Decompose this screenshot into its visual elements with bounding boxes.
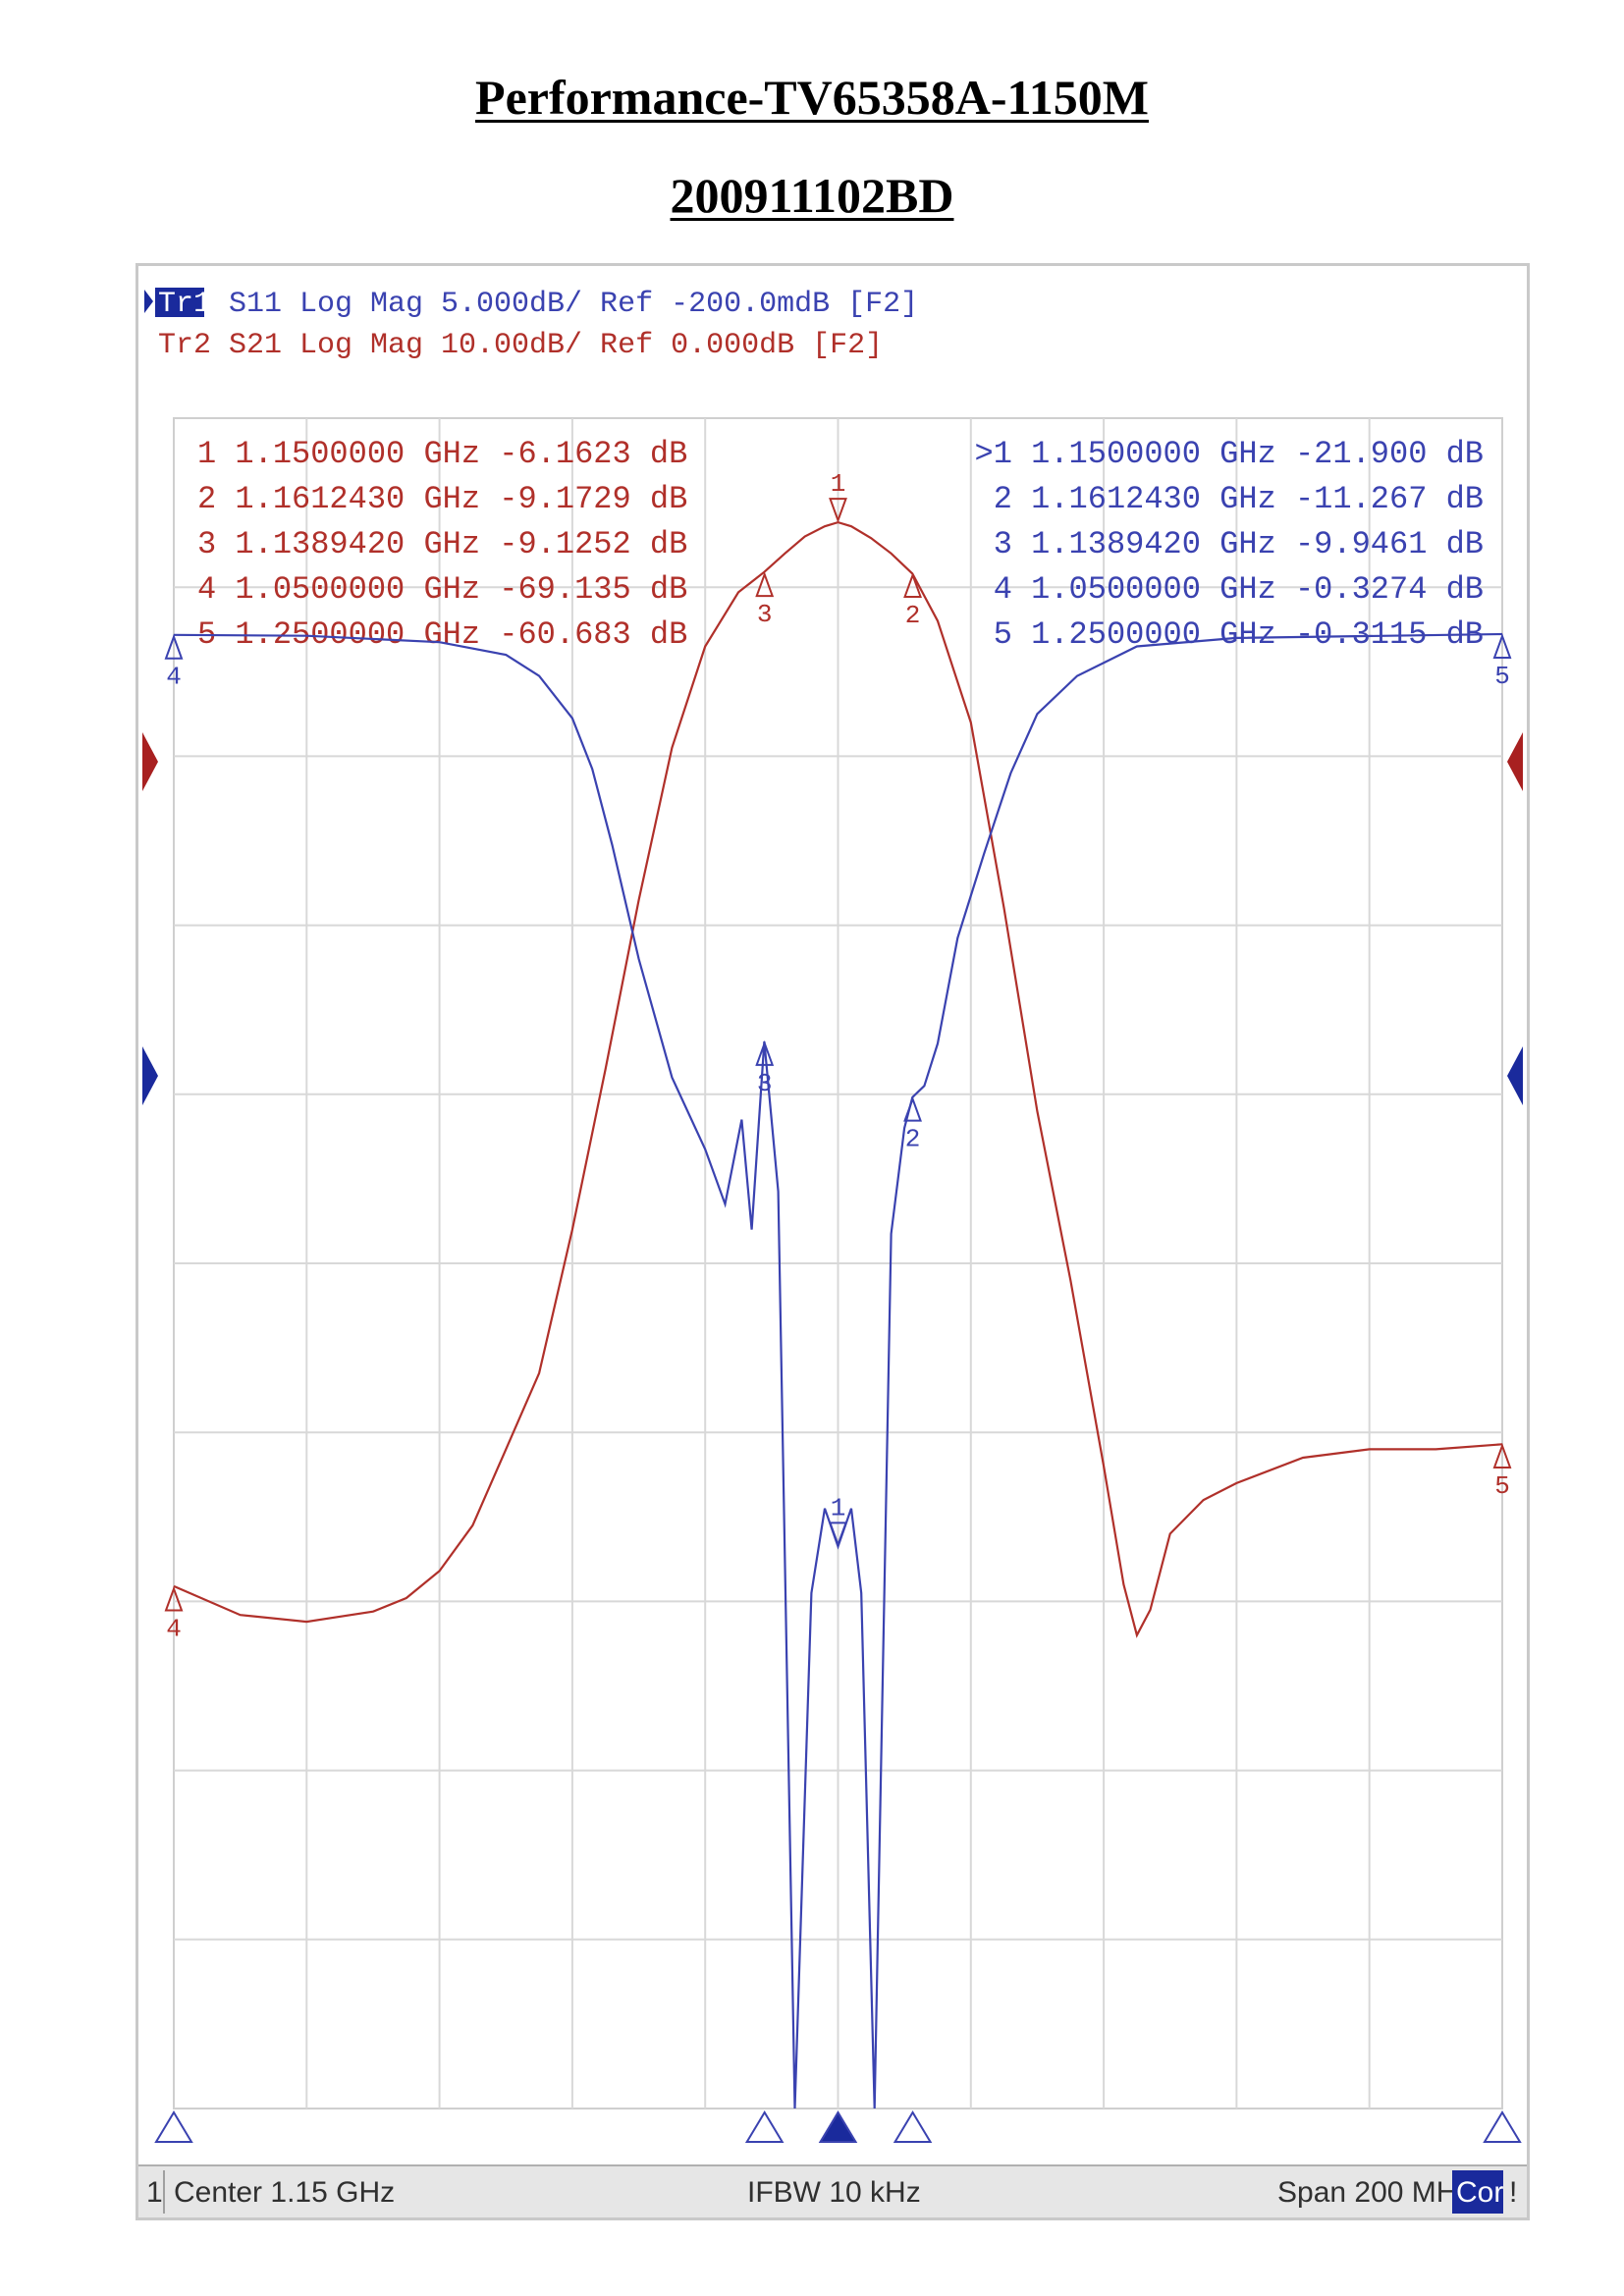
marker-flag-s11-3[interactable]: [755, 1040, 775, 1066]
s11-ref-right-arrow-icon[interactable]: [1507, 1046, 1523, 1105]
marker-position-icon[interactable]: [818, 2110, 858, 2143]
s21-ref-right-arrow-icon[interactable]: [1507, 732, 1523, 791]
marker-position-icon[interactable]: [1483, 2110, 1522, 2143]
marker-position-icon[interactable]: [744, 2110, 785, 2143]
marker-flag-s11-1[interactable]: [829, 1522, 847, 1548]
marker-position-row: [154, 2110, 1522, 2143]
marker-flag-label: 3: [757, 600, 773, 629]
marker-position-icon[interactable]: [893, 2110, 933, 2143]
marker-flag-s21-3[interactable]: [755, 571, 775, 598]
status-center[interactable]: Center 1.15 GHz: [174, 2176, 395, 2209]
marker-flag-label: 4: [166, 663, 182, 692]
trace-header: Tr1 S11 Log Mag 5.000dB/ Ref -200.0mdB […: [144, 288, 918, 362]
marker-flag-label: 1: [831, 1493, 846, 1522]
active-trace-pointer-icon: [144, 290, 153, 313]
status-channel[interactable]: 1: [146, 2176, 163, 2209]
marker-row-s11[interactable]: >1 1.1500000 GHz -21.900 dB: [975, 436, 1484, 472]
marker-row-s21[interactable]: 1 1.1500000 GHz -6.1623 dB: [197, 436, 687, 472]
grid: [174, 418, 1502, 2109]
trace1-label[interactable]: Tr1: [158, 288, 211, 321]
status-excl[interactable]: !: [1509, 2176, 1517, 2209]
status-span[interactable]: Span 200 MHz: [1277, 2176, 1472, 2209]
trace2-header: S21 Log Mag 10.00dB/ Ref 0.000dB [F2]: [229, 329, 883, 362]
s11-trace: [173, 632, 1503, 2109]
status-ifbw[interactable]: IFBW 10 kHz: [747, 2176, 921, 2209]
marker-flag-label: 2: [905, 601, 921, 630]
marker-flag-label: 2: [905, 1125, 921, 1154]
marker-row-s11[interactable]: 3 1.1389420 GHz -9.9461 dB: [994, 526, 1484, 562]
marker-flag-label: 4: [166, 1615, 182, 1644]
marker-flag-label: 5: [1494, 662, 1510, 691]
marker-flag-label: 3: [757, 1069, 773, 1098]
marker-row-s21[interactable]: 3 1.1389420 GHz -9.1252 dB: [197, 526, 687, 562]
marker-flag-label: 5: [1494, 1471, 1510, 1501]
marker-flag-s11-2[interactable]: [903, 1095, 922, 1122]
marker-flag-s21-4[interactable]: [164, 1585, 184, 1612]
s21-ref-left-arrow-icon[interactable]: [142, 732, 158, 791]
trace1-label-highlight: [155, 288, 204, 317]
marker-flags: 1 2 3 4 5 1 2 3 4 5: [164, 469, 1512, 1644]
s21-trace: [173, 520, 1503, 1638]
serial-number: 200911102BD: [670, 168, 954, 223]
marker-row-s21[interactable]: 4 1.0500000 GHz -69.135 dB: [197, 571, 687, 608]
marker-flag-s11-4[interactable]: [164, 633, 184, 660]
status-bar: 1 Center 1.15 GHz IFBW 10 kHz Span 200 M…: [138, 2164, 1527, 2217]
analyzer-screen: Tr1 S11 Log Mag 5.000dB/ Ref -200.0mdB […: [135, 263, 1530, 2220]
marker-flag-s21-2[interactable]: [903, 572, 922, 598]
trace1-header: S11 Log Mag 5.000dB/ Ref -200.0mdB [F2]: [229, 288, 918, 321]
page-title: Performance-TV65358A-1150M: [475, 70, 1149, 125]
s11-marker-table: >1 1.1500000 GHz -21.900 dB 2 1.1612430 G…: [975, 436, 1484, 653]
marker-flag-s11-5[interactable]: [1492, 633, 1512, 660]
marker-row-s11[interactable]: 2 1.1612430 GHz -11.267 dB: [994, 481, 1484, 517]
s11-ref-left-arrow-icon[interactable]: [142, 1046, 158, 1105]
marker-row-s21[interactable]: 2 1.1612430 GHz -9.1729 dB: [197, 481, 687, 517]
marker-flag-s21-1[interactable]: [829, 498, 847, 524]
status-bar-bg: [138, 2165, 1527, 2217]
analyzer-chart: Tr1 S11 Log Mag 5.000dB/ Ref -200.0mdB […: [138, 288, 1527, 2217]
status-cor: Cor: [1456, 2176, 1503, 2209]
trace2-label[interactable]: Tr2: [158, 329, 211, 362]
s21-marker-table: 1 1.1500000 GHz -6.1623 dB 2 1.1612430 GH…: [197, 436, 687, 653]
cor-badge[interactable]: [1452, 2170, 1503, 2214]
marker-row-s11[interactable]: 4 1.0500000 GHz -0.3274 dB: [994, 571, 1484, 608]
marker-flag-s21-5[interactable]: [1492, 1443, 1512, 1468]
marker-flag-label: 1: [831, 469, 846, 499]
marker-position-icon[interactable]: [154, 2110, 193, 2143]
